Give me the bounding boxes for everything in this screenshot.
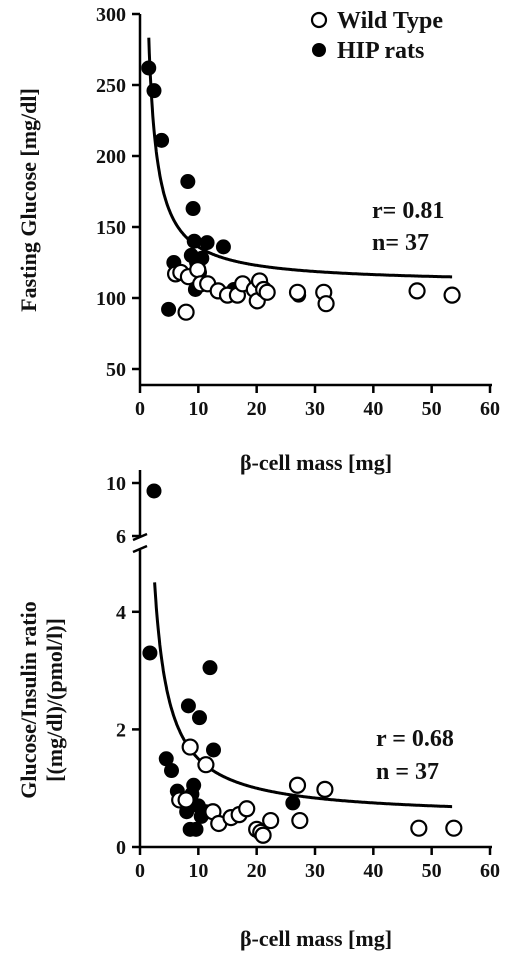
legend-marker-wild-type xyxy=(310,11,328,29)
wild-type-point xyxy=(288,283,307,301)
x-tick-label: 0 xyxy=(135,398,145,420)
ratio-panel: 0 2 4 6 10 0 10 20 30 40 50 60 Glucose/Insulin rat… xyxy=(16,470,500,951)
hip-rat-point xyxy=(142,645,158,661)
wild-type-point xyxy=(316,780,334,798)
x-tick-label: 40 xyxy=(363,398,383,420)
legend: Wild Type HIP rats xyxy=(310,8,443,64)
glucose-panel: 50 100 150 200 250 300 0 10 20 30 40 50 60 Fasting … xyxy=(16,4,500,475)
sample-size-annotation: n = 37 xyxy=(376,759,439,785)
wild-type-point xyxy=(189,261,207,279)
y-tick-label: 300 xyxy=(96,4,126,26)
y-tick-label: 100 xyxy=(96,288,126,310)
x-axis-label: β-cell mass [mg] xyxy=(240,926,392,951)
y-axis-label-line-2: [(mg/dl)/(pmol/l)] xyxy=(42,618,67,782)
x-ticks: 0 10 20 30 40 50 60 xyxy=(135,385,500,420)
x-tick-label: 10 xyxy=(188,398,208,420)
wild-type-point xyxy=(177,791,195,809)
correlation-annotation: r = 0.68 xyxy=(376,726,454,752)
y-axis-label: Fasting Glucose [mg/dl] xyxy=(16,88,41,312)
hip-rat-point xyxy=(186,233,202,249)
wild-type-point xyxy=(317,295,335,313)
y-tick-label: 10 xyxy=(106,473,126,495)
x-tick-label: 10 xyxy=(188,860,208,882)
y-ticks: 50 100 150 200 250 300 xyxy=(96,4,140,381)
hip-rat-point xyxy=(186,777,202,793)
wild-type-point xyxy=(408,282,426,300)
wild-type-point xyxy=(238,800,256,818)
hip-rat-point xyxy=(202,660,218,676)
y-ticks: 0 2 4 6 10 xyxy=(106,473,140,859)
hip-rat-point xyxy=(164,763,179,779)
hip-rat-point xyxy=(185,201,201,217)
hip-rat-point xyxy=(215,239,231,255)
y-tick-label: 2 xyxy=(116,719,126,741)
x-tick-label: 20 xyxy=(247,860,267,882)
y-tick-label: 50 xyxy=(106,359,126,381)
hip-rat-point xyxy=(180,698,196,714)
correlation-annotation: r= 0.81 xyxy=(372,198,444,224)
data-points xyxy=(141,60,461,321)
x-tick-label: 20 xyxy=(247,398,267,420)
hip-rat-point xyxy=(158,751,174,767)
y-tick-label: 250 xyxy=(96,75,126,97)
wild-type-point xyxy=(291,811,309,830)
y-tick-label: 6 xyxy=(116,526,126,548)
x-ticks: 0 10 20 30 40 50 60 xyxy=(135,847,500,882)
hip-rat-point xyxy=(146,83,162,99)
hip-rat-point xyxy=(285,795,301,811)
x-axis-label: β-cell mass [mg] xyxy=(240,450,392,475)
wild-type-point xyxy=(262,811,280,830)
wild-type-point xyxy=(288,776,307,794)
legend-marker-hip-rats xyxy=(312,43,326,57)
y-tick-label: 4 xyxy=(116,602,126,624)
hip-rat-point xyxy=(161,301,177,317)
hip-rat-point xyxy=(206,742,221,758)
hip-rat-point xyxy=(141,60,157,76)
sample-size-annotation: n= 37 xyxy=(372,230,429,256)
y-tick-label: 150 xyxy=(96,217,126,239)
legend-label-hip-rats: HIP rats xyxy=(337,38,424,64)
fit-curve xyxy=(147,37,453,279)
x-tick-label: 30 xyxy=(305,860,325,882)
x-tick-label: 40 xyxy=(363,860,383,882)
x-tick-label: 60 xyxy=(480,860,500,882)
x-tick-label: 60 xyxy=(480,398,500,420)
data-points xyxy=(142,483,463,844)
wild-type-point xyxy=(410,819,428,837)
hip-rat-point xyxy=(180,174,196,190)
wild-type-point xyxy=(443,286,461,304)
hip-rat-point xyxy=(154,132,170,148)
legend-label-wild-type: Wild Type xyxy=(337,8,443,34)
wild-type-point xyxy=(445,819,463,837)
hip-rat-outlier-point xyxy=(146,483,162,499)
wild-type-point xyxy=(181,738,199,756)
x-tick-label: 0 xyxy=(135,860,145,882)
y-axis-label-line-1: Glucose/Insulin ratio xyxy=(16,601,41,798)
y-tick-label: 200 xyxy=(96,146,126,168)
axis-break-mark xyxy=(132,544,148,554)
hip-rat-point xyxy=(192,710,207,726)
y-tick-label: 0 xyxy=(116,837,126,859)
wild-type-point xyxy=(177,303,195,321)
wild-type-point xyxy=(258,283,276,301)
wild-type-point xyxy=(197,756,215,774)
hip-rat-point xyxy=(179,804,195,820)
hip-rat-point xyxy=(199,235,215,251)
x-tick-label: 30 xyxy=(305,398,325,420)
hip-rat-point xyxy=(188,821,204,837)
wild-type-point xyxy=(254,826,272,844)
x-tick-label: 50 xyxy=(422,860,442,882)
x-tick-label: 50 xyxy=(422,398,442,420)
